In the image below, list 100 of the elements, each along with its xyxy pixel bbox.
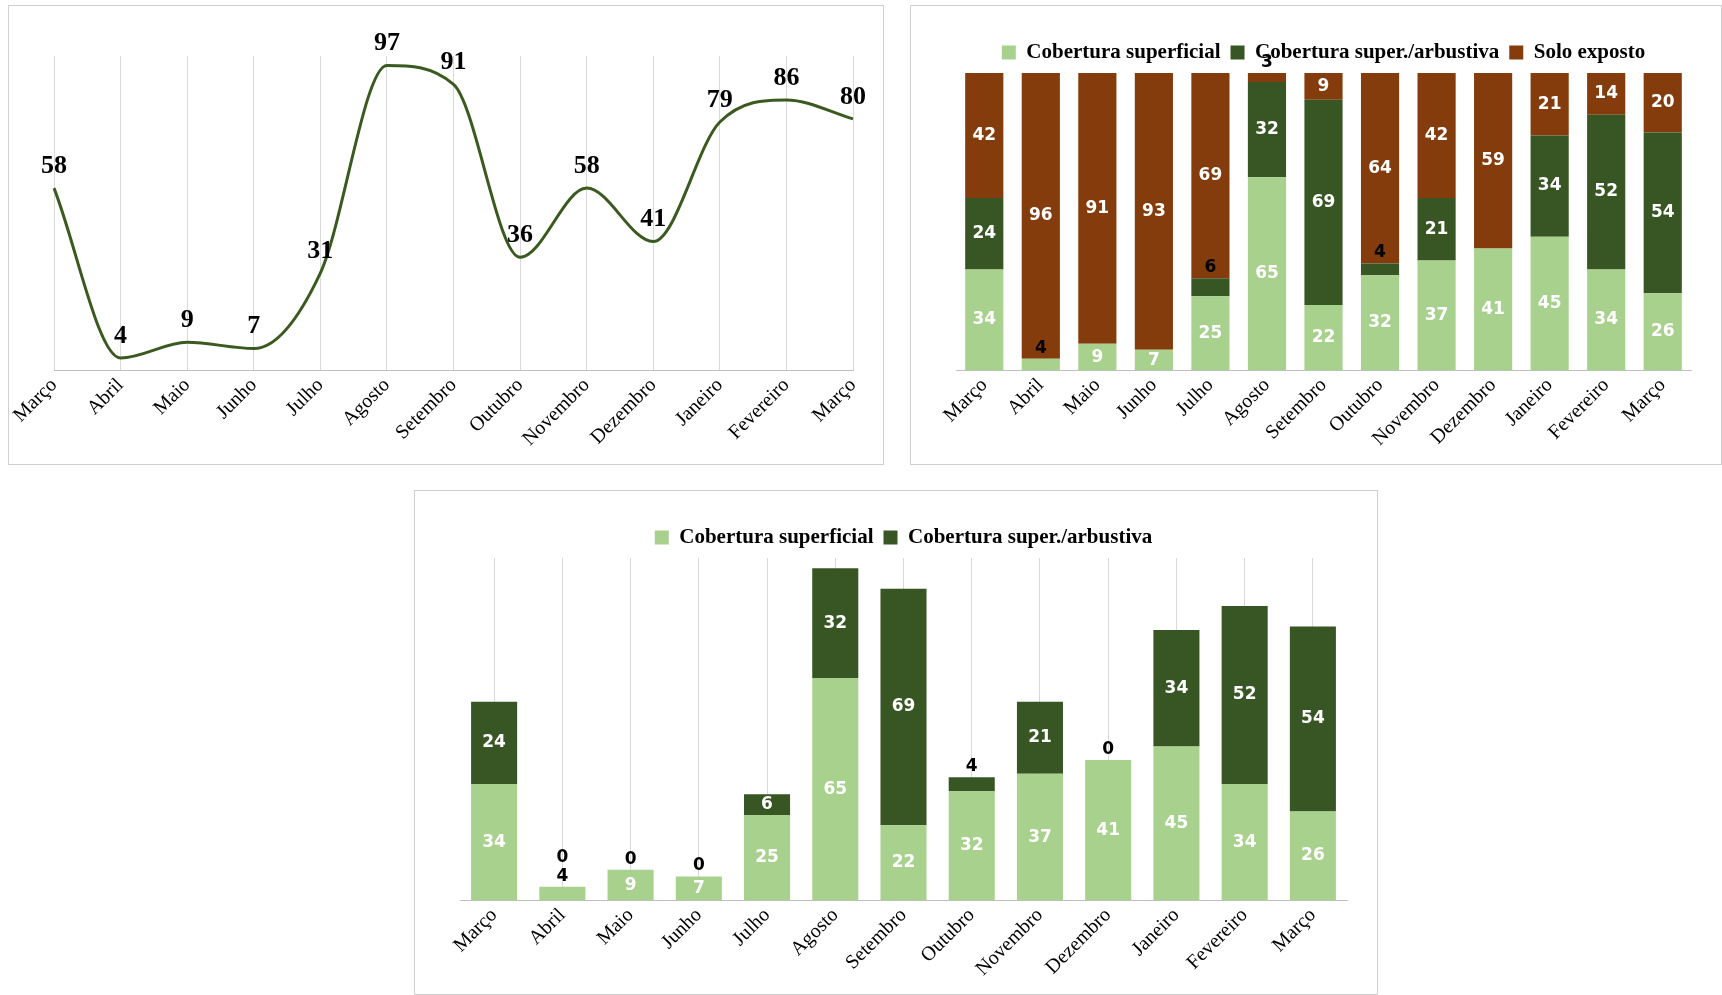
bar bbox=[1417, 260, 1456, 371]
bar bbox=[1247, 177, 1287, 371]
bar bbox=[880, 588, 927, 826]
data-label: 45 bbox=[1164, 811, 1189, 832]
data-label: 32 bbox=[823, 611, 848, 632]
data-label: 59 bbox=[1481, 149, 1505, 170]
bar bbox=[471, 701, 518, 785]
data-label: 42 bbox=[1424, 123, 1449, 144]
bar bbox=[1016, 701, 1063, 774]
data-label: 9 bbox=[624, 873, 637, 894]
legend-label: Cobertura super./arbustiva bbox=[907, 523, 1153, 548]
data-label: 69 bbox=[1311, 190, 1336, 211]
data-label: 41 bbox=[640, 203, 667, 233]
data-label: 34 bbox=[482, 830, 507, 851]
data-label: 97 bbox=[373, 27, 400, 57]
data-label: 58 bbox=[41, 149, 67, 179]
bar bbox=[1221, 784, 1268, 901]
bar bbox=[880, 825, 927, 901]
bar bbox=[1474, 73, 1513, 249]
bar bbox=[965, 73, 1004, 198]
data-label: 45 bbox=[1537, 292, 1562, 313]
bar bbox=[1221, 605, 1268, 785]
bar bbox=[1289, 811, 1336, 901]
data-label: 22 bbox=[891, 851, 916, 872]
bar bbox=[965, 197, 1004, 270]
data-label: 37 bbox=[1424, 303, 1449, 324]
bar bbox=[744, 794, 791, 815]
bar bbox=[744, 814, 791, 901]
data-label: 0 bbox=[1102, 738, 1115, 759]
data-label: 69 bbox=[891, 695, 916, 716]
data-label: 4 bbox=[1374, 241, 1387, 262]
data-label: 4 bbox=[556, 864, 569, 885]
bar bbox=[1643, 293, 1682, 371]
data-label: 79 bbox=[706, 83, 733, 113]
bar bbox=[948, 777, 995, 791]
data-label: 86 bbox=[773, 61, 800, 91]
data-label: 21 bbox=[1424, 217, 1449, 238]
x-tick-label: Maio bbox=[1058, 373, 1104, 419]
bar bbox=[948, 790, 995, 901]
data-label: 4 bbox=[1034, 336, 1047, 357]
data-label: 91 bbox=[1085, 196, 1110, 217]
bar bbox=[1191, 73, 1230, 279]
data-label: 4 bbox=[114, 319, 128, 349]
data-label: 0 bbox=[556, 845, 569, 866]
bar bbox=[1289, 626, 1336, 812]
data-label: 9 bbox=[1317, 74, 1330, 95]
bar bbox=[1304, 99, 1343, 306]
data-label: 7 bbox=[247, 310, 261, 340]
data-label: 65 bbox=[823, 777, 848, 798]
bar bbox=[1085, 760, 1132, 901]
data-label: 41 bbox=[1481, 297, 1505, 318]
data-label: 93 bbox=[1142, 199, 1166, 220]
bar bbox=[1134, 73, 1173, 350]
data-label: 22 bbox=[1311, 326, 1336, 347]
data-label: 58 bbox=[573, 149, 600, 179]
bar bbox=[1530, 135, 1569, 237]
data-label: 21 bbox=[1537, 92, 1562, 113]
data-label: 6 bbox=[761, 793, 773, 814]
legend-label: Cobertura superficial bbox=[679, 523, 874, 548]
bar bbox=[1587, 73, 1626, 115]
x-tick-label: Maio bbox=[591, 903, 638, 949]
bar bbox=[1247, 81, 1287, 178]
data-label: 6 bbox=[1204, 256, 1217, 277]
data-label: 65 bbox=[1255, 262, 1279, 283]
bar bbox=[1643, 73, 1682, 133]
bar bbox=[1587, 114, 1626, 270]
bar bbox=[1417, 73, 1456, 198]
data-label: 9 bbox=[1091, 345, 1104, 366]
data-label: 7 bbox=[1147, 348, 1160, 369]
bar bbox=[1247, 73, 1287, 82]
data-label: 42 bbox=[972, 123, 997, 144]
data-label: 91 bbox=[440, 46, 467, 76]
bar bbox=[1304, 305, 1343, 371]
bar bbox=[1587, 269, 1626, 371]
bar bbox=[812, 568, 859, 678]
data-label: 52 bbox=[1594, 180, 1619, 201]
data-label: 52 bbox=[1232, 683, 1257, 704]
data-label: 26 bbox=[1650, 320, 1675, 341]
bar bbox=[1643, 132, 1682, 294]
data-label: 7 bbox=[692, 876, 705, 897]
bar bbox=[539, 886, 586, 901]
bar bbox=[1191, 278, 1230, 297]
legend-label: Solo exposto bbox=[1533, 38, 1646, 63]
data-label: 41 bbox=[1096, 818, 1121, 839]
bar bbox=[1153, 746, 1200, 901]
bar bbox=[1191, 296, 1230, 371]
bar bbox=[1360, 73, 1400, 264]
data-label: 20 bbox=[1650, 91, 1675, 112]
bar bbox=[1530, 73, 1569, 136]
bar bbox=[1153, 629, 1200, 747]
data-label: 34 bbox=[1594, 308, 1619, 329]
data-label: 32 bbox=[959, 834, 984, 855]
data-label: 96 bbox=[1028, 204, 1053, 225]
data-label: 34 bbox=[1164, 676, 1189, 697]
data-label: 24 bbox=[972, 222, 997, 243]
data-label: 26 bbox=[1301, 844, 1325, 865]
data-label: 80 bbox=[840, 80, 866, 110]
bar bbox=[1474, 248, 1513, 371]
x-tick-label: Maio bbox=[148, 373, 194, 419]
data-label: 14 bbox=[1594, 82, 1619, 103]
